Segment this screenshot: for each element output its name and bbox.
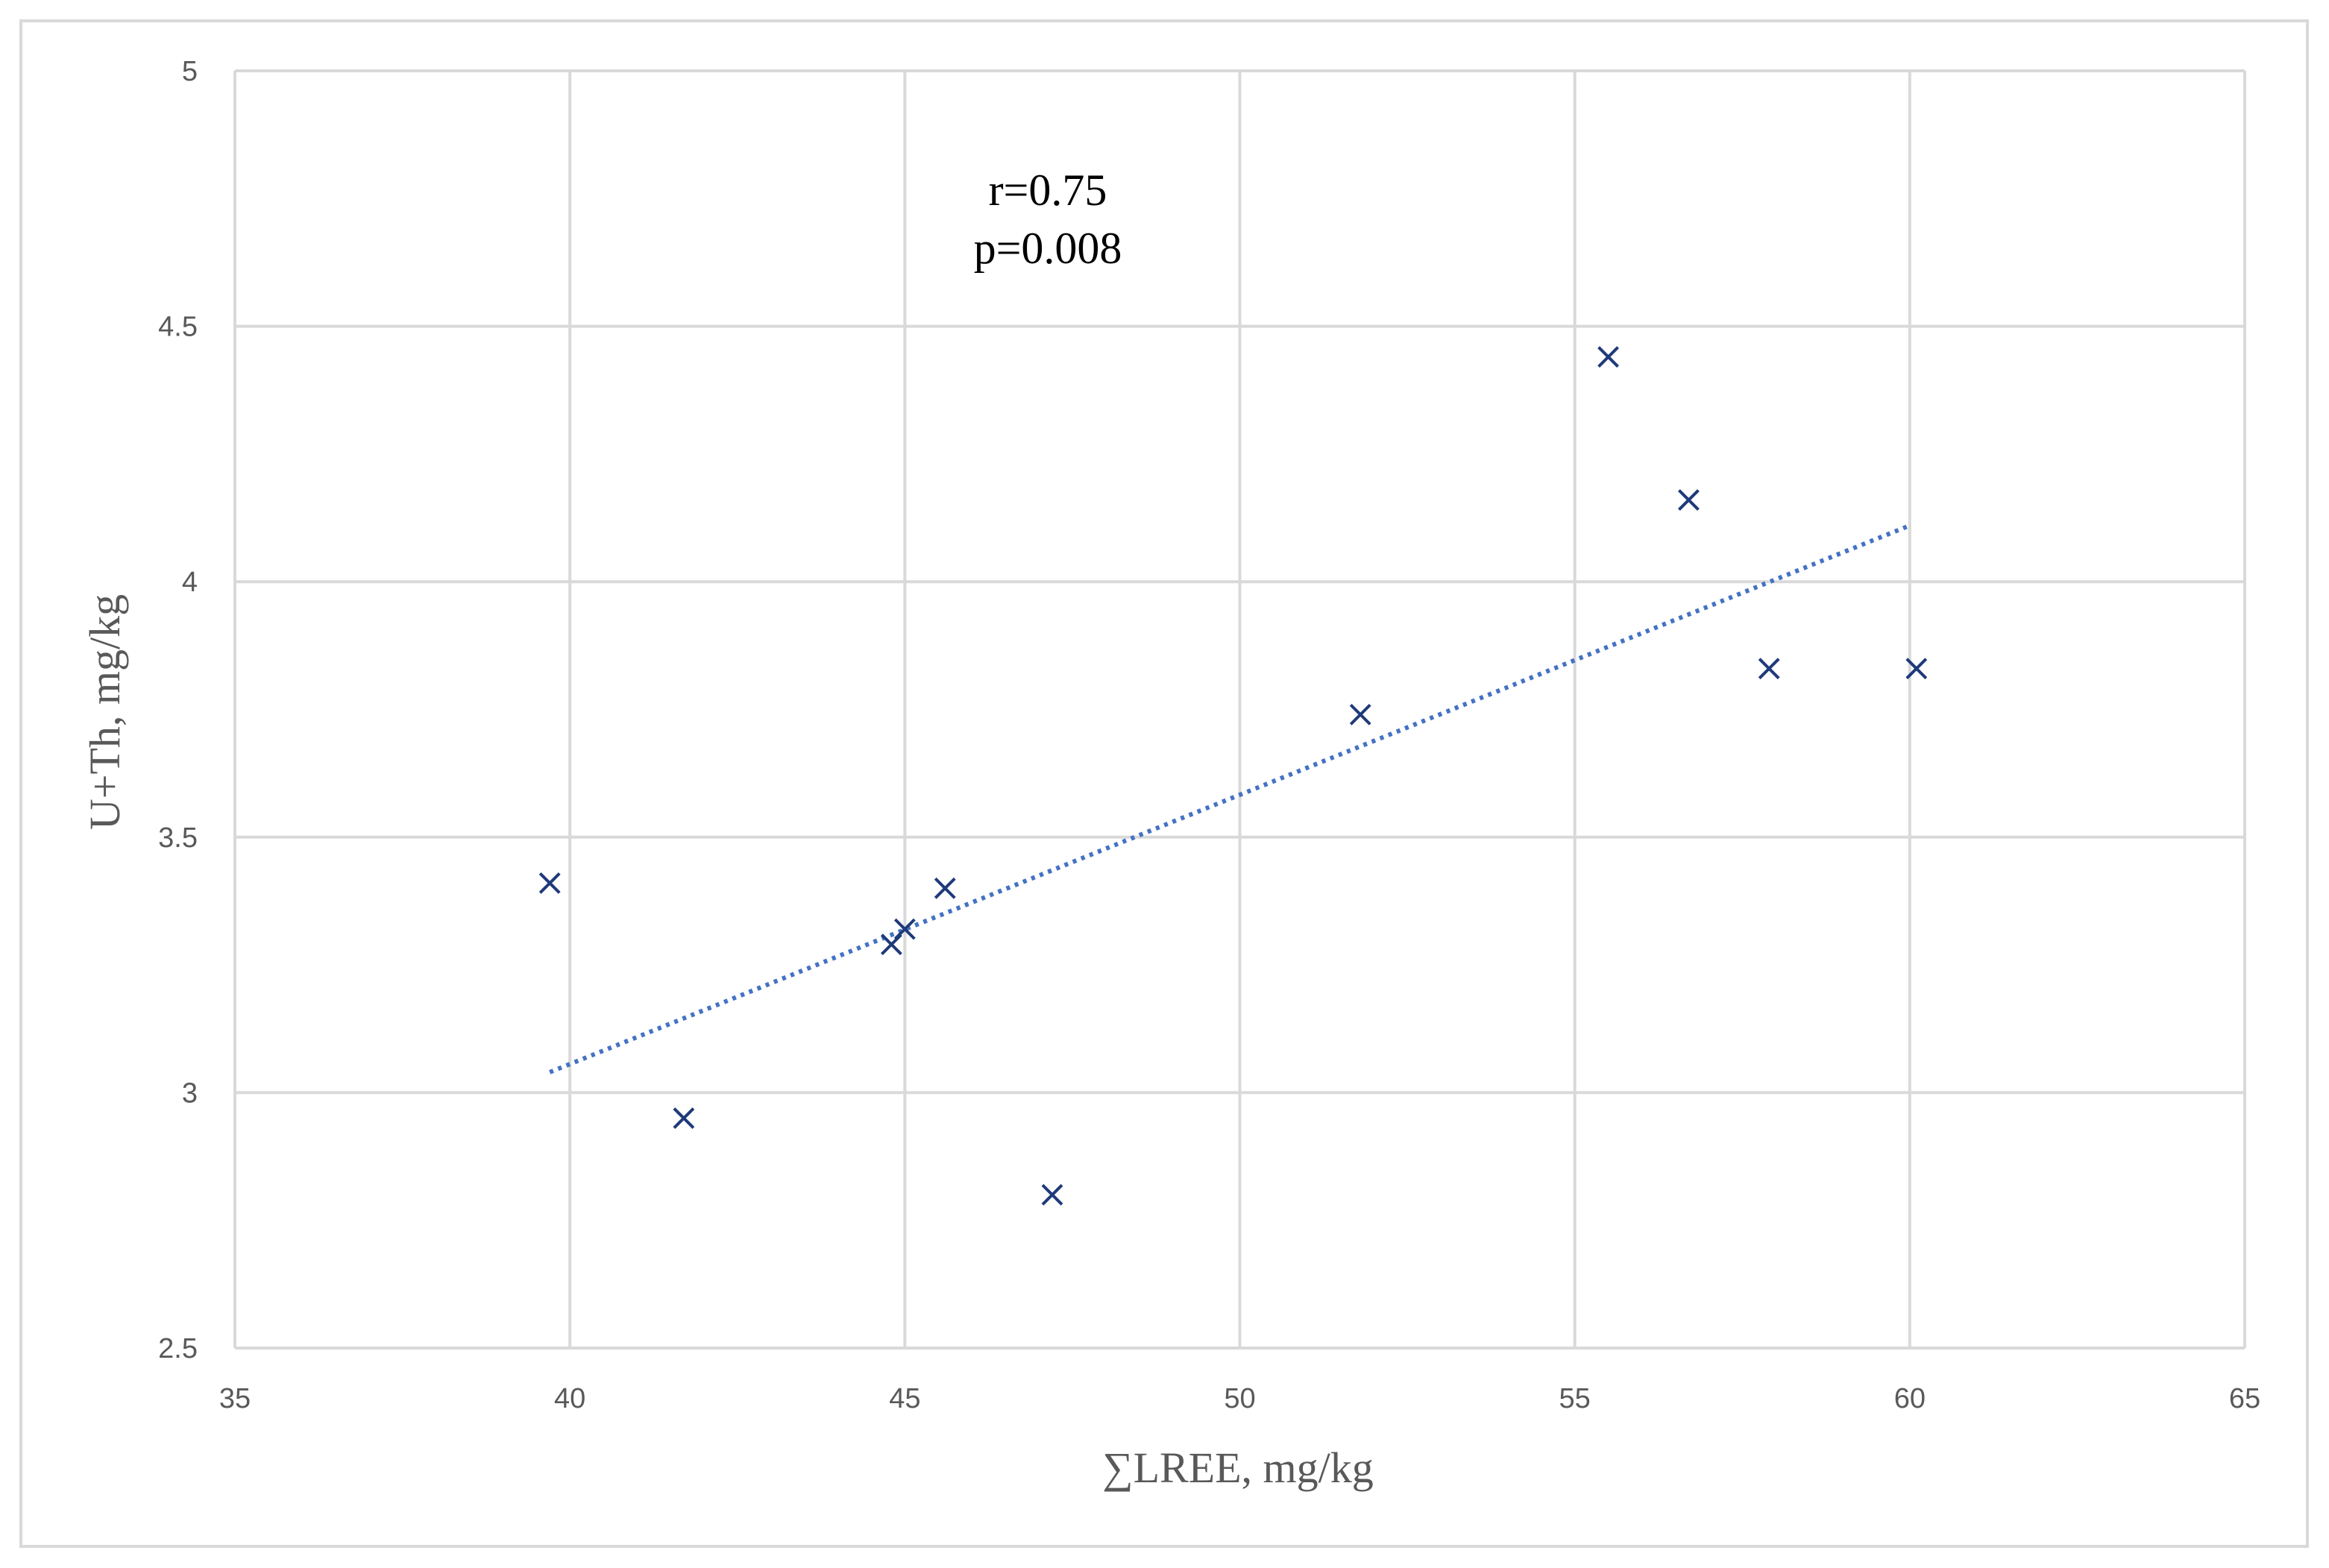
data-point (1758, 658, 1780, 680)
data-point-stroke (1041, 1184, 1063, 1206)
tick-labels: 35 40 45 50 55 60 65 2.5 3 3.5 4 4.5 5 (158, 56, 2260, 1414)
annotation-r: r=0.75 (989, 166, 1107, 215)
data-point-stroke (1905, 658, 1928, 680)
data-point-stroke (1349, 703, 1371, 725)
y-tick-label: 5 (182, 56, 198, 87)
x-tick-label: 55 (1559, 1383, 1591, 1414)
data-point-stroke (1597, 346, 1619, 368)
data-point-stroke (893, 918, 916, 940)
data-point-stroke (538, 872, 561, 894)
x-axis-title: ∑LREE, mg/kg (1102, 1443, 1374, 1492)
data-points (538, 346, 1928, 1206)
chart-border (19, 19, 2309, 1548)
data-point-stroke (934, 877, 956, 899)
data-point (538, 872, 561, 894)
x-tick-label: 35 (219, 1383, 251, 1414)
data-point-stroke (1677, 489, 1700, 511)
data-point (934, 877, 956, 899)
data-point (1597, 346, 1619, 368)
x-tick-label: 40 (554, 1383, 585, 1414)
data-point (1349, 703, 1371, 725)
grid-lines (233, 69, 2246, 1350)
trendline-layer (549, 523, 1911, 1074)
y-tick-label: 3.5 (158, 822, 198, 854)
data-point (1905, 658, 1928, 680)
annotation-p: p=0.008 (974, 224, 1122, 273)
y-tick-label: 2.5 (158, 1333, 198, 1364)
data-point-stroke (1758, 658, 1780, 680)
trendline (549, 523, 1911, 1074)
data-point (673, 1107, 695, 1130)
data-point (1677, 489, 1700, 511)
y-axis-title: U+Th, mg/kg (81, 594, 129, 830)
x-tick-label: 65 (2229, 1383, 2260, 1414)
y-tick-label: 3 (182, 1077, 198, 1109)
y-tick-label: 4.5 (158, 312, 198, 343)
y-tick-label: 4 (182, 567, 198, 598)
data-point (893, 918, 916, 940)
x-tick-label: 45 (889, 1383, 920, 1414)
x-tick-label: 50 (1224, 1383, 1255, 1414)
data-point-stroke (673, 1107, 695, 1130)
x-tick-label: 60 (1894, 1383, 1926, 1414)
data-point (1041, 1184, 1063, 1206)
